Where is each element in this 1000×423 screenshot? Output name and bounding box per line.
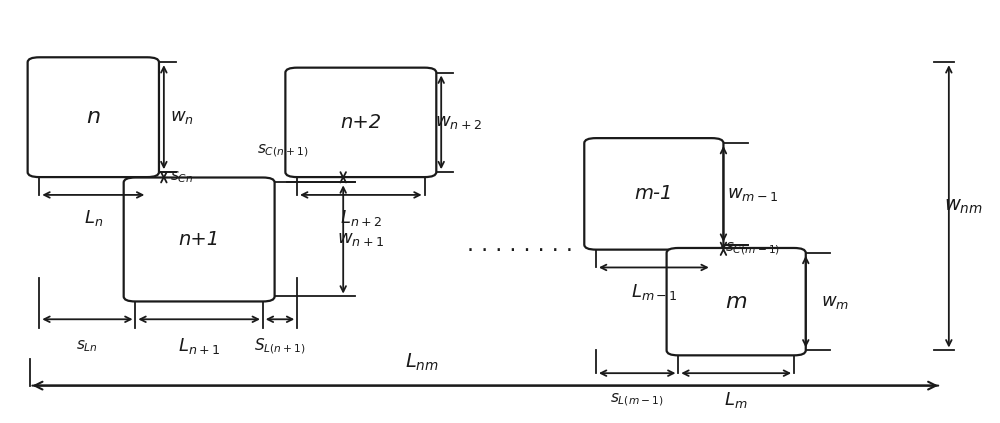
FancyBboxPatch shape [667, 248, 806, 355]
Text: $L_n$: $L_n$ [84, 208, 103, 228]
Text: n+1: n+1 [179, 230, 220, 249]
FancyBboxPatch shape [124, 178, 275, 302]
Text: $w_n$: $w_n$ [170, 108, 193, 126]
Text: $L_{m-1}$: $L_{m-1}$ [631, 282, 677, 302]
Text: $s_{Ln}$: $s_{Ln}$ [76, 338, 98, 354]
FancyBboxPatch shape [28, 57, 159, 177]
Text: $w_{m-1}$: $w_{m-1}$ [727, 185, 779, 203]
Text: $w_{nm}$: $w_{nm}$ [944, 197, 983, 216]
Text: m-1: m-1 [635, 184, 673, 203]
FancyBboxPatch shape [584, 138, 723, 250]
Text: $w_m$: $w_m$ [821, 293, 849, 310]
Text: . . . . . . . .: . . . . . . . . [467, 235, 573, 255]
Text: $w_{n+1}$: $w_{n+1}$ [337, 231, 384, 248]
Text: $L_{n+2}$: $L_{n+2}$ [340, 208, 382, 228]
FancyBboxPatch shape [285, 68, 436, 177]
Text: n+2: n+2 [340, 113, 381, 132]
Text: $w_{n+2}$: $w_{n+2}$ [435, 113, 482, 132]
Text: m: m [725, 292, 747, 312]
Text: $L_{n+1}$: $L_{n+1}$ [178, 336, 220, 356]
Text: $s_{C(n+1)}$: $s_{C(n+1)}$ [257, 142, 308, 159]
Text: n: n [86, 107, 100, 127]
Text: $s_{C(m-1)}$: $s_{C(m-1)}$ [725, 241, 780, 257]
Text: $S_{L(n+1)}$: $S_{L(n+1)}$ [254, 336, 306, 356]
Text: $L_m$: $L_m$ [724, 390, 748, 410]
Text: $s_{Cn}$: $s_{Cn}$ [170, 170, 193, 185]
Text: $L_{nm}$: $L_{nm}$ [405, 352, 439, 374]
Text: $s_{L(m-1)}$: $s_{L(m-1)}$ [610, 392, 664, 409]
